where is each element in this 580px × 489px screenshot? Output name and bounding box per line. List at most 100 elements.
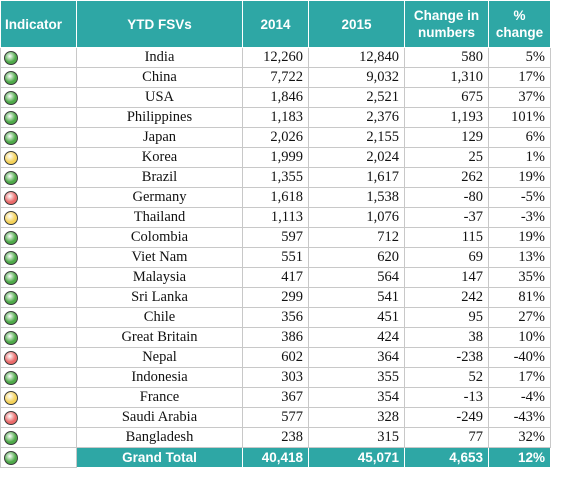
value-2014-cell: 577 bbox=[242, 407, 309, 428]
value-2015-cell: 541 bbox=[308, 287, 405, 308]
table-row: Colombia 597 712 115 19% bbox=[0, 227, 551, 248]
value-2014-cell: 367 bbox=[242, 387, 309, 408]
value-2014-cell: 299 bbox=[242, 287, 309, 308]
total-2015-cell: 45,071 bbox=[308, 447, 405, 468]
value-2014-cell: 7,722 bbox=[242, 67, 309, 88]
indicator-cell bbox=[0, 407, 77, 428]
country-cell: Indonesia bbox=[76, 367, 243, 388]
value-2014-cell: 303 bbox=[242, 367, 309, 388]
indicator-cell bbox=[0, 207, 77, 228]
country-cell: Nepal bbox=[76, 347, 243, 368]
value-2015-cell: 1,538 bbox=[308, 187, 405, 208]
value-2014-cell: 1,618 bbox=[242, 187, 309, 208]
table-row: Sri Lanka 299 541 242 81% bbox=[0, 287, 551, 308]
value-2015-cell: 1,617 bbox=[308, 167, 405, 188]
table-row: Saudi Arabia 577 328 -249 -43% bbox=[0, 407, 551, 428]
country-cell: Thailand bbox=[76, 207, 243, 228]
country-cell: Japan bbox=[76, 127, 243, 148]
country-cell: Sri Lanka bbox=[76, 287, 243, 308]
header-2014: 2014 bbox=[242, 0, 309, 48]
indicator-cell bbox=[0, 227, 77, 248]
table-body: India 12,260 12,840 580 5% China 7,722 9,032 1,3… bbox=[0, 47, 551, 468]
status-indicator-icon bbox=[4, 290, 18, 305]
total-change-numbers-cell: 4,653 bbox=[404, 447, 489, 468]
change-percent-cell: 81% bbox=[488, 287, 551, 308]
status-indicator-icon bbox=[4, 310, 18, 325]
value-2014-cell: 602 bbox=[242, 347, 309, 368]
change-percent-cell: 32% bbox=[488, 427, 551, 448]
table-row: USA 1,846 2,521 675 37% bbox=[0, 87, 551, 108]
grand-total-label: Grand Total bbox=[76, 447, 243, 468]
status-indicator-icon bbox=[4, 390, 18, 405]
indicator-cell bbox=[0, 187, 77, 208]
change-numbers-cell: 52 bbox=[404, 367, 489, 388]
change-percent-cell: 17% bbox=[488, 67, 551, 88]
country-cell: Chile bbox=[76, 307, 243, 328]
fsv-table: Indicator YTD FSVs 2014 2015 Change in n… bbox=[0, 0, 551, 468]
indicator-cell bbox=[0, 287, 77, 308]
header-change-numbers: Change in numbers bbox=[404, 0, 489, 48]
change-percent-cell: 27% bbox=[488, 307, 551, 328]
country-cell: Brazil bbox=[76, 167, 243, 188]
indicator-cell bbox=[0, 327, 77, 348]
status-indicator-icon bbox=[4, 50, 18, 65]
status-indicator-icon bbox=[4, 130, 18, 145]
value-2015-cell: 712 bbox=[308, 227, 405, 248]
value-2014-cell: 12,260 bbox=[242, 47, 309, 68]
change-percent-cell: -3% bbox=[488, 207, 551, 228]
value-2014-cell: 1,846 bbox=[242, 87, 309, 108]
change-numbers-cell: 25 bbox=[404, 147, 489, 168]
indicator-cell bbox=[0, 247, 77, 268]
change-percent-cell: -43% bbox=[488, 407, 551, 428]
value-2014-cell: 238 bbox=[242, 427, 309, 448]
table-row: Bangladesh 238 315 77 32% bbox=[0, 427, 551, 448]
value-2014-cell: 551 bbox=[242, 247, 309, 268]
country-cell: USA bbox=[76, 87, 243, 108]
header-row: Indicator YTD FSVs 2014 2015 Change in n… bbox=[0, 0, 551, 48]
total-change-percent-cell: 12% bbox=[488, 447, 551, 468]
value-2015-cell: 9,032 bbox=[308, 67, 405, 88]
change-numbers-cell: -238 bbox=[404, 347, 489, 368]
table-row: Chile 356 451 95 27% bbox=[0, 307, 551, 328]
indicator-cell bbox=[0, 267, 77, 288]
change-percent-cell: 1% bbox=[488, 147, 551, 168]
indicator-cell bbox=[0, 387, 77, 408]
value-2014-cell: 386 bbox=[242, 327, 309, 348]
country-cell: Great Britain bbox=[76, 327, 243, 348]
value-2014-cell: 417 bbox=[242, 267, 309, 288]
country-cell: France bbox=[76, 387, 243, 408]
country-cell: Malaysia bbox=[76, 267, 243, 288]
change-percent-cell: 37% bbox=[488, 87, 551, 108]
header-country: YTD FSVs bbox=[76, 0, 243, 48]
table-row: Brazil 1,355 1,617 262 19% bbox=[0, 167, 551, 188]
change-numbers-cell: 69 bbox=[404, 247, 489, 268]
status-indicator-icon bbox=[4, 451, 18, 466]
table-row: Malaysia 417 564 147 35% bbox=[0, 267, 551, 288]
change-numbers-cell: 1,193 bbox=[404, 107, 489, 128]
table-row: China 7,722 9,032 1,310 17% bbox=[0, 67, 551, 88]
change-numbers-cell: 115 bbox=[404, 227, 489, 248]
change-percent-cell: 17% bbox=[488, 367, 551, 388]
change-numbers-cell: 1,310 bbox=[404, 67, 489, 88]
table-row: Thailand 1,113 1,076 -37 -3% bbox=[0, 207, 551, 228]
value-2015-cell: 451 bbox=[308, 307, 405, 328]
value-2015-cell: 354 bbox=[308, 387, 405, 408]
country-cell: Viet Nam bbox=[76, 247, 243, 268]
country-cell: India bbox=[76, 47, 243, 68]
change-numbers-cell: 95 bbox=[404, 307, 489, 328]
table-row: Japan 2,026 2,155 129 6% bbox=[0, 127, 551, 148]
value-2014-cell: 1,999 bbox=[242, 147, 309, 168]
value-2014-cell: 2,026 bbox=[242, 127, 309, 148]
value-2015-cell: 1,076 bbox=[308, 207, 405, 228]
indicator-cell bbox=[0, 347, 77, 368]
table-row: Viet Nam 551 620 69 13% bbox=[0, 247, 551, 268]
status-indicator-icon bbox=[4, 230, 18, 245]
indicator-cell bbox=[0, 127, 77, 148]
change-numbers-cell: 262 bbox=[404, 167, 489, 188]
status-indicator-icon bbox=[4, 190, 18, 205]
value-2015-cell: 355 bbox=[308, 367, 405, 388]
change-numbers-cell: 147 bbox=[404, 267, 489, 288]
change-numbers-cell: -249 bbox=[404, 407, 489, 428]
change-numbers-cell: -80 bbox=[404, 187, 489, 208]
value-2014-cell: 356 bbox=[242, 307, 309, 328]
